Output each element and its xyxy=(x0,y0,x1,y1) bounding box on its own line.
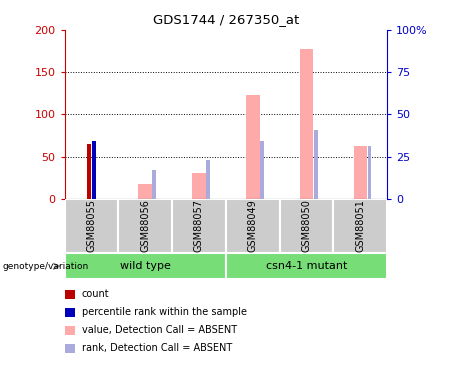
Bar xyxy=(354,146,367,199)
Bar xyxy=(138,184,152,199)
Bar xyxy=(92,141,96,199)
Bar xyxy=(246,95,260,199)
Text: GSM88057: GSM88057 xyxy=(194,200,204,252)
Text: wild type: wild type xyxy=(120,261,171,271)
Bar xyxy=(300,49,313,199)
Text: percentile rank within the sample: percentile rank within the sample xyxy=(82,308,247,317)
Bar xyxy=(87,144,91,199)
Bar xyxy=(153,170,156,199)
Bar xyxy=(260,141,264,199)
Text: GSM88051: GSM88051 xyxy=(355,200,366,252)
Bar xyxy=(226,199,280,253)
Bar xyxy=(206,160,210,199)
Text: GSM88050: GSM88050 xyxy=(301,200,312,252)
Bar xyxy=(172,199,226,253)
Bar xyxy=(226,253,387,279)
Bar xyxy=(192,173,206,199)
Text: GSM88056: GSM88056 xyxy=(140,200,150,252)
Text: rank, Detection Call = ABSENT: rank, Detection Call = ABSENT xyxy=(82,344,232,353)
Bar xyxy=(333,199,387,253)
Bar xyxy=(65,253,226,279)
Bar xyxy=(314,130,318,199)
Bar xyxy=(65,199,118,253)
Text: GSM88055: GSM88055 xyxy=(86,200,96,252)
Text: count: count xyxy=(82,290,109,299)
Bar xyxy=(367,146,372,199)
Bar xyxy=(280,199,333,253)
Bar xyxy=(118,199,172,253)
Text: csn4-1 mutant: csn4-1 mutant xyxy=(266,261,347,271)
Text: genotype/variation: genotype/variation xyxy=(2,262,89,271)
Text: value, Detection Call = ABSENT: value, Detection Call = ABSENT xyxy=(82,326,236,335)
Text: GDS1744 / 267350_at: GDS1744 / 267350_at xyxy=(153,13,299,26)
Text: GSM88049: GSM88049 xyxy=(248,200,258,252)
